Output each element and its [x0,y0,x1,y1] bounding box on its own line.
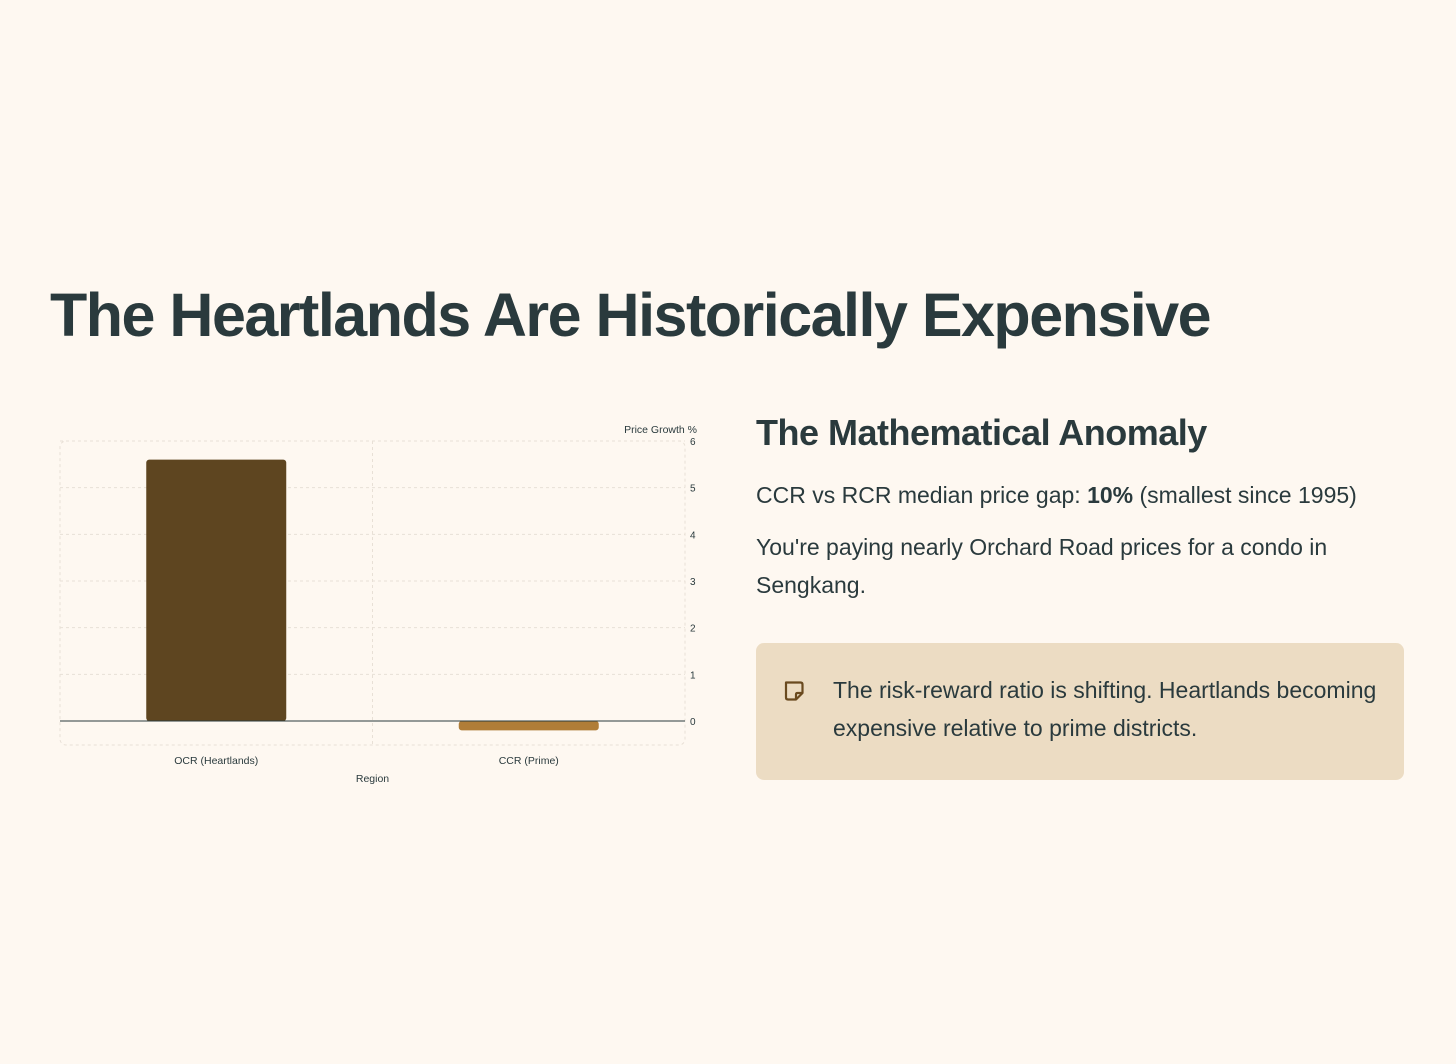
price-gap-value: 10% [1087,482,1134,508]
y-axis-label: Price Growth % [624,424,697,436]
bar-chart: 0 1 2 3 4 5 6 OCR (Heartlands) CCR (Prime) Price … [59,424,697,785]
y-tick-label: 6 [690,437,696,448]
y-tick-label: 0 [690,717,696,728]
page-title: The Heartlands Are Historically Expensiv… [50,281,1212,349]
anomaly-panel: The Mathematical Anomaly CCR vs RCR medi… [756,412,1406,618]
orchard-comparison-text: You're paying nearly Orchard Road prices… [756,534,1328,598]
x-tick-label: OCR (Heartlands) [174,755,258,767]
y-tick-label: 2 [690,624,696,635]
chart-container: 0 1 2 3 4 5 6 OCR (Heartlands) CCR (Prime) Price … [40,415,720,795]
chart-labels: 0 1 2 3 4 5 6 OCR (Heartlands) CCR (Prime) Price … [174,424,697,785]
insight-callout: The risk-reward ratio is shifting. Heart… [756,643,1404,780]
panel-subtitle: The Mathematical Anomaly [756,412,1207,453]
x-axis-label: Region [356,773,389,785]
bar-1 [146,459,287,721]
chart-bars [146,459,599,731]
price-gap-suffix: (smallest since 1995) [1133,482,1357,508]
price-gap-prefix: CCR vs RCR median price gap: [756,482,1088,508]
y-tick-label: 1 [690,670,696,681]
price-gap-text: CCR vs RCR median price gap: 10% (smalle… [756,476,1406,514]
y-tick-label: 4 [690,530,696,541]
y-tick-label: 5 [690,484,696,495]
callout-text: The risk-reward ratio is shifting. Heart… [833,677,1377,741]
sticky-note-icon [784,681,804,701]
y-tick-label: 3 [690,577,696,588]
bar-2 [458,721,599,731]
x-tick-label: CCR (Prime) [499,755,559,767]
